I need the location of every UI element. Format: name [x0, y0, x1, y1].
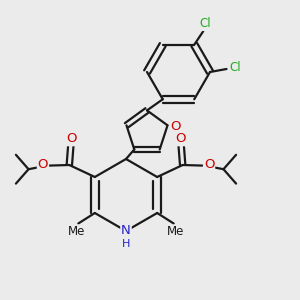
Text: Me: Me [167, 225, 184, 239]
Text: O: O [67, 132, 77, 146]
Text: N: N [121, 224, 131, 238]
Text: Cl: Cl [230, 61, 241, 74]
Text: H: H [122, 238, 130, 249]
Text: O: O [175, 132, 185, 146]
Text: Me: Me [68, 225, 86, 239]
Text: Cl: Cl [199, 17, 211, 30]
Text: O: O [38, 158, 48, 172]
Text: O: O [204, 158, 214, 172]
Text: O: O [170, 120, 180, 133]
